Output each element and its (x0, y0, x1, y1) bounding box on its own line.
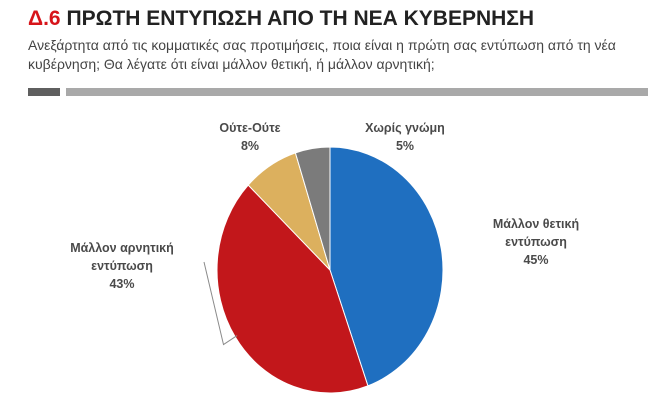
slice-value: 45% (523, 253, 548, 267)
title-text: ΠΡΩΤΗ ΕΝΤΥΠΩΣΗ ΑΠΟ ΤΗ ΝΕΑ ΚΥΒΕΡΝΗΣΗ (66, 7, 535, 30)
slice-label-1: Μάλλον αρνητική εντύπωση 43% (70, 241, 174, 291)
pie-chart: Μάλλον θετική εντύπωση 45% Μάλλον αρνητική ε… (70, 121, 579, 394)
page-title: Δ.6 ΠΡΩΤΗ ΕΝΤΥΠΩΣΗ ΑΠΟ ΤΗ ΝΕΑ ΚΥΒΕΡΝΗΣΗ (28, 6, 638, 32)
divider-dark (28, 88, 60, 96)
slice-value: 5% (396, 139, 414, 153)
slice-value: 43% (109, 277, 134, 291)
slice-label-line: Μάλλον αρνητική (70, 241, 174, 255)
slice-label-line: Ούτε-Ούτε (219, 121, 280, 135)
slice-label-0: Μάλλον θετική εντύπωση 45% (493, 217, 579, 267)
slice-label-3: Χωρίς γνώμη 5% (365, 121, 445, 153)
slice-label-line: εντύπωση (91, 259, 153, 273)
divider-light (66, 88, 648, 96)
question-code: Δ.6 (28, 7, 61, 30)
pie-slice-0 (329, 146, 444, 387)
slice-label-line: Μάλλον θετική (493, 217, 579, 231)
slice-label-line: Χωρίς γνώμη (365, 121, 445, 135)
leader-line-1 (203, 261, 238, 346)
pie-slice-3 (294, 146, 331, 271)
question-text: Ανεξάρτητα από τις κομματικές σας προτιμ… (28, 37, 616, 72)
slice-label-2: Ούτε-Ούτε 8% (219, 121, 280, 153)
slice-value: 8% (241, 139, 259, 153)
header: Δ.6 ΠΡΩΤΗ ΕΝΤΥΠΩΣΗ ΑΠΟ ΤΗ ΝΕΑ ΚΥΒΕΡΝΗΣΗ … (28, 6, 638, 74)
slice-label-line: εντύπωση (505, 235, 567, 249)
